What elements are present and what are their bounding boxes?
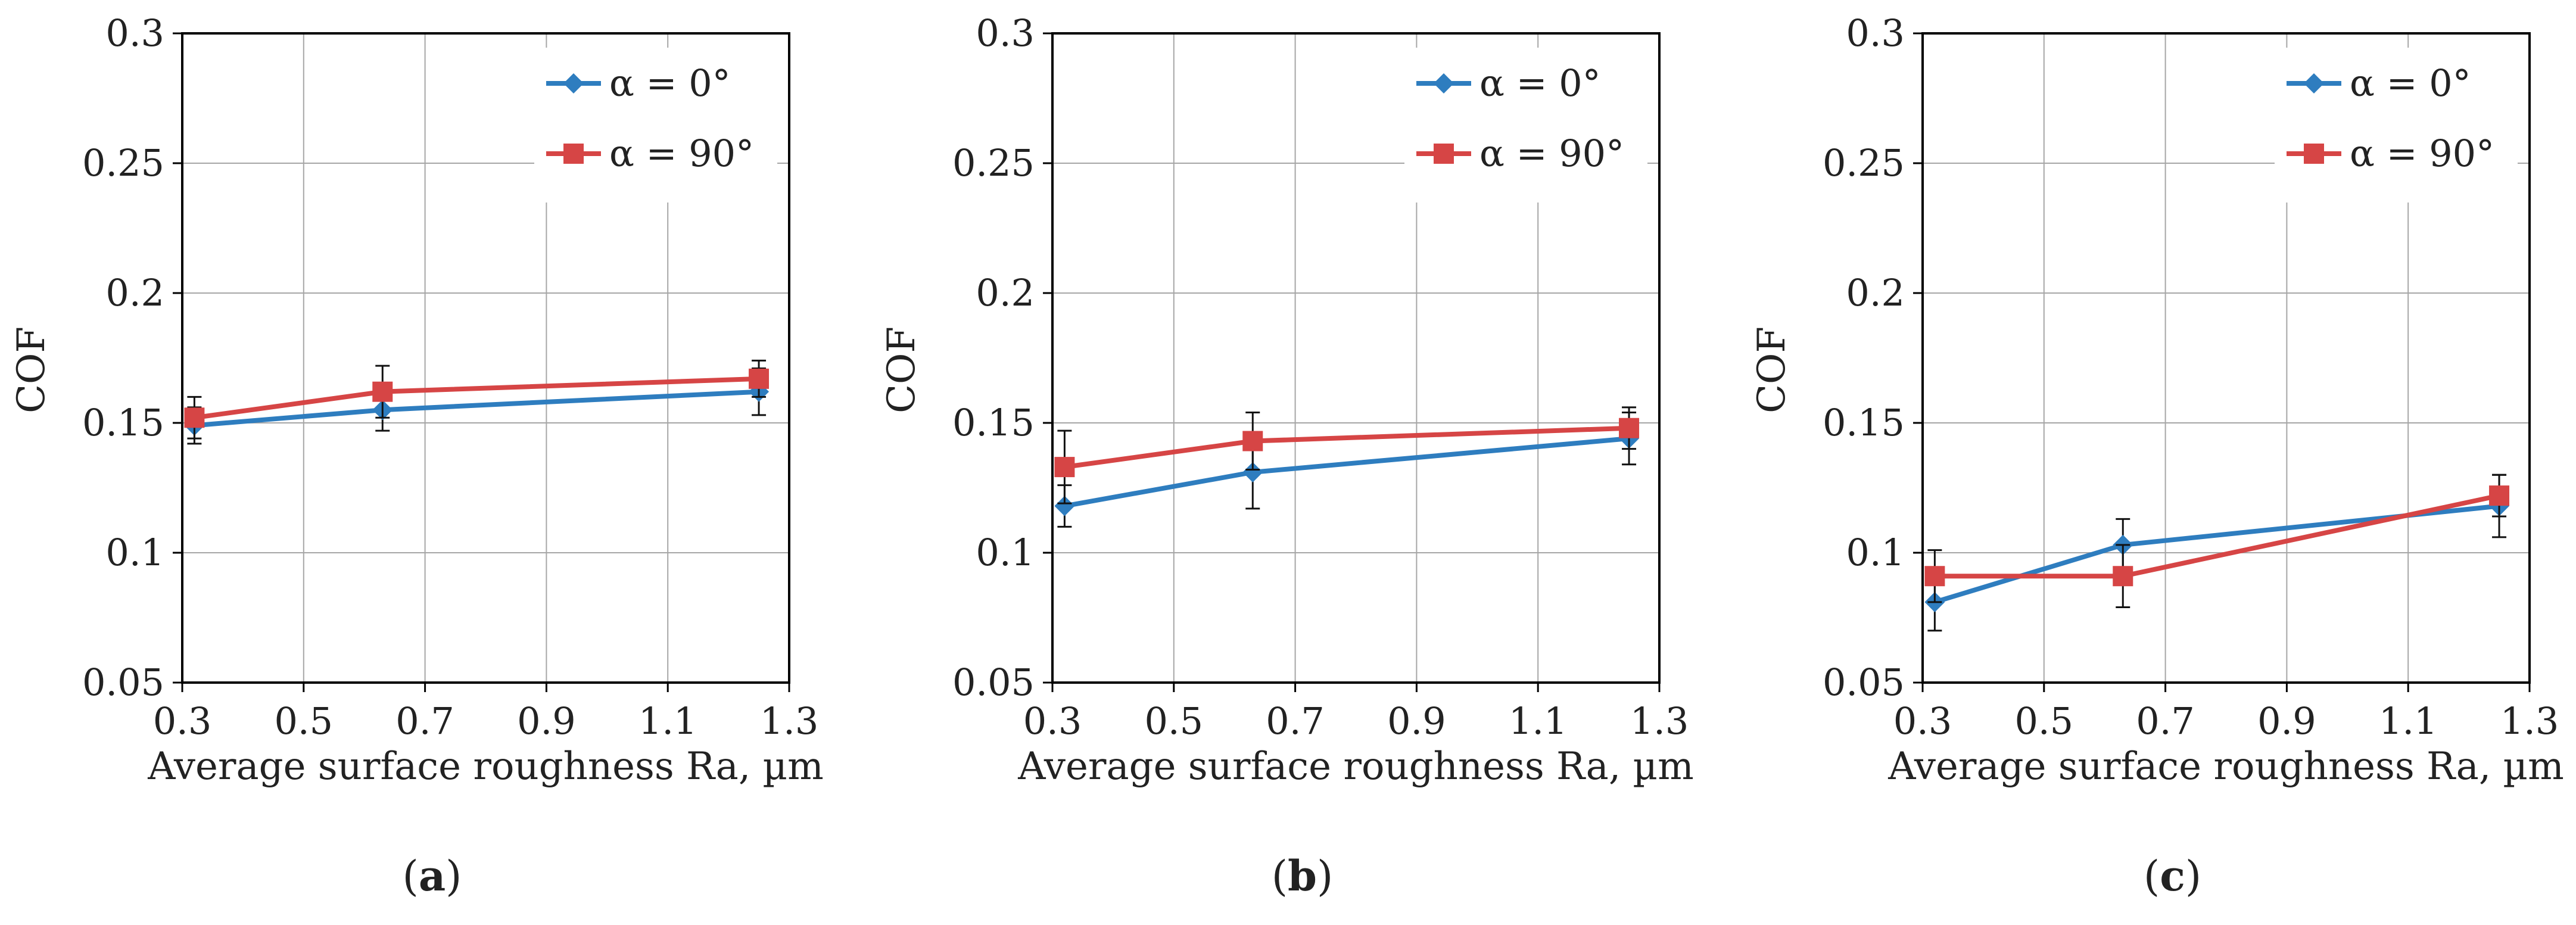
y-tick-label: 0.25 bbox=[82, 141, 164, 185]
legend: α = 0° α = 90° bbox=[1404, 48, 1647, 203]
data-point bbox=[2113, 566, 2133, 587]
y-axis-title: COF bbox=[880, 326, 924, 413]
y-tick-label: 0.05 bbox=[1823, 661, 1905, 704]
chart-panel-a: 0.05 0.1 0.15 0.2 0.25 0.3 0.3 0.5 0.7 0.9 1.1 1.3A… bbox=[10, 11, 824, 901]
legend-item: α = 0° bbox=[2287, 61, 2471, 105]
legend-item: α = 0° bbox=[1416, 61, 1601, 105]
legend-item: α = 90° bbox=[546, 132, 754, 175]
y-tick-label: 0.05 bbox=[82, 661, 164, 704]
y-tick-label: 0.25 bbox=[952, 141, 1035, 185]
data-point bbox=[1242, 431, 1263, 451]
x-tick-label: 0.3 bbox=[153, 699, 212, 743]
y-tick-label: 0.15 bbox=[1823, 401, 1905, 444]
chart-panel-b: 0.05 0.1 0.15 0.2 0.25 0.3 0.3 0.5 0.7 0.9 1.1 1.3A… bbox=[880, 11, 1694, 901]
x-tick-label: 1.3 bbox=[1630, 699, 1689, 743]
chart-panel-c: 0.05 0.1 0.15 0.2 0.25 0.3 0.3 0.5 0.7 0.9 1.1 1.3A… bbox=[1750, 11, 2564, 901]
series-alpha-90 bbox=[1054, 406, 1640, 504]
data-point bbox=[2489, 485, 2510, 506]
legend-marker bbox=[563, 144, 584, 164]
data-point bbox=[749, 368, 770, 389]
series-alpha-90 bbox=[184, 359, 770, 440]
legend-item: α = 90° bbox=[2287, 132, 2494, 175]
legend-marker bbox=[2304, 144, 2324, 164]
legend-item: α = 90° bbox=[1416, 132, 1624, 175]
series-alpha-90 bbox=[1924, 474, 2510, 609]
legend-label: α = 90° bbox=[2350, 132, 2494, 175]
legend-marker bbox=[2304, 73, 2324, 94]
y-tick-label: 0.3 bbox=[976, 11, 1035, 55]
y-tick-label: 0.2 bbox=[976, 271, 1035, 314]
y-axis-title: COF bbox=[10, 326, 54, 413]
x-axis-title: Average surface roughness Ra, µm bbox=[147, 745, 824, 789]
legend: α = 0° α = 90° bbox=[534, 48, 777, 203]
y-tick-label: 0.3 bbox=[1846, 11, 1905, 55]
x-tick-label: 1.1 bbox=[1509, 699, 1568, 743]
x-tick-label: 0.5 bbox=[274, 699, 333, 743]
legend-background bbox=[1404, 48, 1647, 203]
series-line bbox=[194, 376, 759, 421]
y-tick-label: 0.1 bbox=[1846, 531, 1905, 574]
y-tick-label: 0.1 bbox=[105, 531, 164, 574]
panel-label: (a) bbox=[403, 851, 462, 901]
legend-item: α = 0° bbox=[546, 61, 731, 105]
legend-label: α = 90° bbox=[609, 132, 754, 175]
x-tick-label: 0.7 bbox=[2136, 699, 2195, 743]
legend-marker bbox=[563, 73, 584, 94]
data-point bbox=[1054, 457, 1075, 478]
x-tick-label: 1.3 bbox=[2500, 699, 2559, 743]
plot-frame bbox=[181, 32, 790, 684]
y-axis-title: COF bbox=[1750, 326, 1794, 413]
plot-frame bbox=[1051, 32, 1661, 684]
y-tick-label: 0.2 bbox=[1846, 271, 1905, 314]
panel-label: (b) bbox=[1272, 851, 1334, 901]
legend-label: α = 0° bbox=[1479, 61, 1601, 105]
plot-frame bbox=[1921, 32, 2531, 684]
series-line bbox=[194, 389, 759, 428]
x-tick-label: 0.5 bbox=[1144, 699, 1203, 743]
legend-marker bbox=[1434, 144, 1454, 164]
x-tick-label: 0.5 bbox=[2014, 699, 2073, 743]
x-tick-label: 0.9 bbox=[1387, 699, 1446, 743]
x-axis-title: Average surface roughness Ra, µm bbox=[1887, 745, 2564, 789]
y-tick-label: 0.15 bbox=[952, 401, 1035, 444]
legend-marker bbox=[1434, 73, 1454, 94]
x-tick-label: 0.9 bbox=[2257, 699, 2316, 743]
x-tick-label: 0.3 bbox=[1893, 699, 1952, 743]
legend-background bbox=[534, 48, 777, 203]
y-tick-label: 0.05 bbox=[952, 661, 1035, 704]
x-tick-label: 1.1 bbox=[638, 699, 697, 743]
x-tick-label: 0.7 bbox=[1266, 699, 1325, 743]
data-point bbox=[1054, 496, 1075, 516]
data-point bbox=[184, 407, 205, 428]
data-point bbox=[1619, 418, 1640, 438]
legend-label: α = 90° bbox=[1479, 132, 1624, 175]
data-point bbox=[1242, 462, 1263, 482]
x-tick-label: 0.9 bbox=[517, 699, 576, 743]
legend-label: α = 0° bbox=[2350, 61, 2471, 105]
y-tick-label: 0.3 bbox=[105, 11, 164, 55]
x-tick-label: 0.3 bbox=[1023, 699, 1082, 743]
data-point bbox=[372, 381, 393, 402]
x-tick-label: 0.7 bbox=[395, 699, 454, 743]
y-tick-label: 0.15 bbox=[82, 401, 164, 444]
y-tick-label: 0.1 bbox=[976, 531, 1035, 574]
x-tick-label: 1.1 bbox=[2379, 699, 2438, 743]
legend-label: α = 0° bbox=[609, 61, 731, 105]
y-tick-label: 0.25 bbox=[1823, 141, 1905, 185]
x-axis-title: Average surface roughness Ra, µm bbox=[1017, 745, 1694, 789]
legend-background bbox=[2275, 48, 2518, 203]
legend: α = 0° α = 90° bbox=[2275, 48, 2518, 203]
x-tick-label: 1.3 bbox=[760, 699, 819, 743]
data-point bbox=[1924, 566, 1945, 587]
series-line bbox=[1064, 436, 1630, 509]
y-tick-label: 0.2 bbox=[105, 271, 164, 314]
panel-label: (c) bbox=[2144, 851, 2201, 901]
